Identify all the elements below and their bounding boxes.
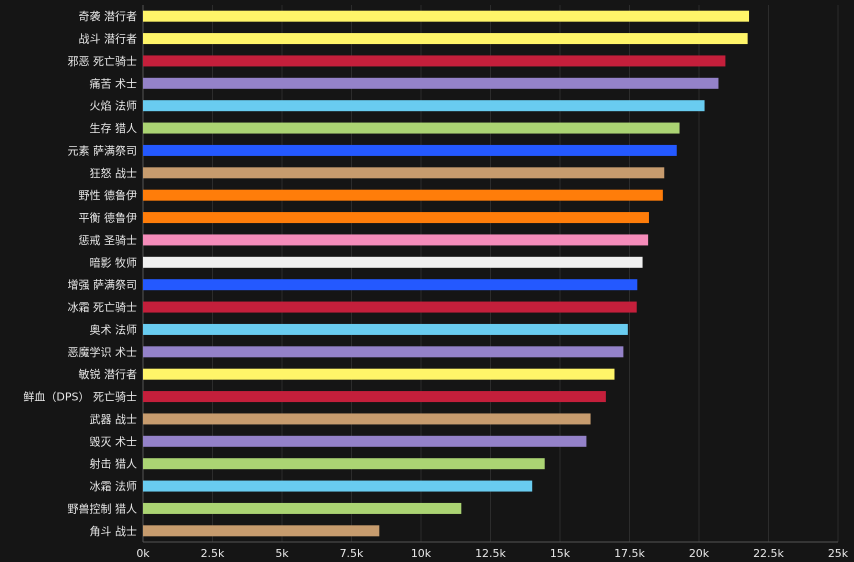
bar[interactable] [143, 189, 663, 201]
bar[interactable] [143, 10, 750, 22]
category-label: 奥术 法师 [90, 322, 138, 336]
category-label: 冰霜 死亡骑士 [68, 300, 138, 314]
category-label: 生存 猎人 [90, 121, 138, 135]
category-label: 奇袭 潜行者 [79, 9, 138, 23]
category-label: 战斗 潜行者 [79, 32, 138, 46]
category-label: 冰霜 法师 [90, 479, 138, 493]
category-label: 元素 萨满祭司 [68, 144, 138, 157]
category-label: 狂怒 战士 [90, 166, 138, 180]
category-label: 增强 萨满祭司 [68, 278, 138, 292]
category-label: 武器 战士 [90, 413, 138, 426]
category-label: 火焰 法师 [90, 99, 138, 113]
x-tick-label: 17.5k [614, 547, 645, 560]
bar[interactable] [143, 122, 680, 134]
category-label: 邪恶 死亡骑士 [68, 54, 138, 68]
category-label: 鲜血（DPS） 死亡骑士 [23, 390, 137, 404]
x-tick-label: 25k [828, 547, 849, 560]
bar[interactable] [143, 301, 637, 313]
bar[interactable] [143, 391, 606, 403]
grid-lines [142, 5, 839, 543]
category-label: 野性 德鲁伊 [79, 188, 138, 202]
x-tick-label: 15k [550, 547, 571, 560]
category-label: 野兽控制 猎人 [68, 501, 138, 515]
category-label: 角斗 战士 [90, 525, 138, 538]
x-axis-ticks: 0k 2.5k 5k 7.5k 10k 12.5k 15k 17.5k 20k 22.5k 25k [136, 547, 848, 560]
category-label: 暗影 牧师 [90, 255, 138, 269]
bar[interactable] [143, 279, 638, 291]
bar[interactable] [143, 212, 649, 224]
bar[interactable] [143, 368, 615, 380]
category-label: 恶魔学识 术士 [68, 345, 138, 359]
x-tick-label: 10k [411, 547, 432, 560]
bar[interactable] [143, 480, 533, 492]
bar[interactable] [143, 346, 624, 358]
x-tick-label: 2.5k [201, 547, 225, 560]
bars [143, 10, 750, 537]
category-label: 射击 猎人 [90, 457, 138, 471]
bar[interactable] [143, 100, 705, 112]
x-tick-label: 5k [275, 547, 289, 560]
bar[interactable] [143, 33, 748, 45]
category-label: 平衡 德鲁伊 [79, 211, 138, 225]
x-tick-label: 0k [136, 547, 150, 560]
bar[interactable] [143, 167, 665, 179]
x-tick-label: 12.5k [475, 547, 506, 560]
bar[interactable] [143, 234, 649, 246]
x-tick-label: 20k [689, 547, 710, 560]
bar[interactable] [143, 256, 643, 268]
bar[interactable] [143, 413, 591, 425]
category-label: 毁灭 术士 [90, 434, 138, 448]
x-tick-label: 22.5k [753, 547, 784, 560]
bar[interactable] [143, 435, 587, 447]
bar[interactable] [143, 502, 462, 514]
bar[interactable] [143, 144, 677, 156]
bar[interactable] [143, 77, 719, 89]
bar[interactable] [143, 525, 380, 537]
bar[interactable] [143, 55, 726, 67]
category-label: 惩戒 圣骑士 [79, 234, 138, 247]
category-label: 痛苦 术士 [90, 76, 138, 90]
category-label: 敏锐 潜行者 [79, 367, 138, 381]
x-tick-label: 7.5k [340, 547, 364, 560]
bar[interactable] [143, 323, 628, 335]
bar[interactable] [143, 458, 545, 470]
